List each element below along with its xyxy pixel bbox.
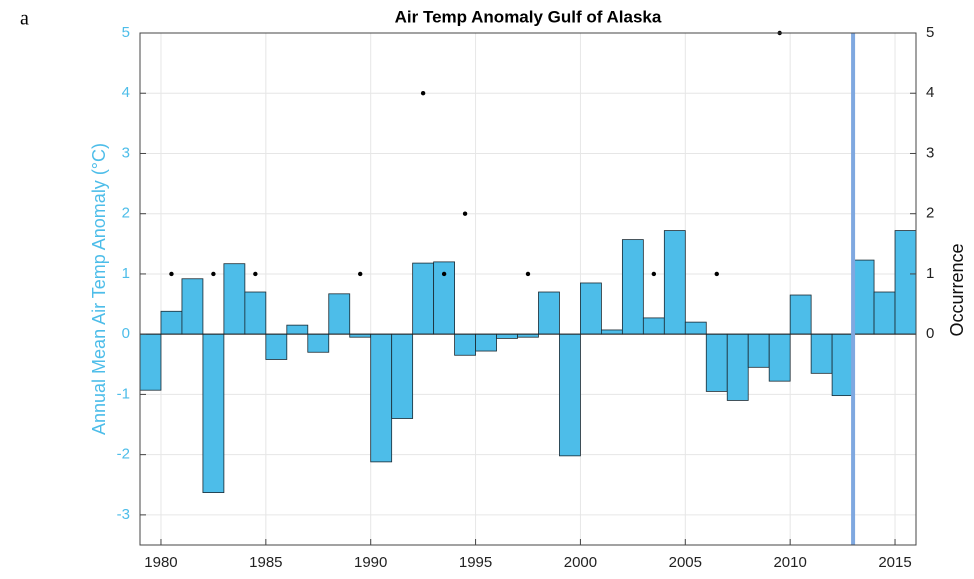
bar (286, 324, 309, 335)
bar (139, 333, 162, 391)
occurrence-dot (714, 271, 719, 277)
x-tick-label: 1985 (249, 554, 282, 571)
y2-tick-label: 3 (926, 144, 934, 161)
occurrence-dot (651, 271, 657, 277)
bar (663, 230, 686, 335)
panel-label: a (20, 8, 29, 30)
bar (789, 294, 812, 335)
bar (684, 321, 707, 335)
bar (370, 333, 393, 463)
bar (328, 293, 351, 335)
occurrence-dot (358, 271, 363, 277)
x-tick-label: 1990 (354, 554, 387, 571)
occurrence-dot (253, 271, 258, 277)
bar (475, 333, 497, 352)
bar (810, 333, 833, 374)
bar (747, 333, 770, 368)
bar (601, 329, 623, 335)
bar (307, 333, 330, 353)
bar (496, 333, 518, 339)
bar (412, 262, 435, 335)
y2-tick-label: 5 (926, 24, 934, 41)
occurrence-dot (525, 271, 531, 277)
bar (160, 310, 183, 335)
bar (538, 291, 560, 335)
bar (202, 333, 225, 493)
x-tick-label: 1995 (459, 554, 492, 571)
bar (873, 291, 896, 335)
bar (559, 333, 581, 457)
bar (621, 239, 644, 335)
y-tick-label: 1 (122, 265, 130, 282)
y2-tick-label: 0 (926, 325, 934, 342)
occurrence-dot (169, 271, 174, 277)
bar (831, 333, 854, 397)
bar (642, 317, 665, 335)
bar (223, 263, 246, 335)
y-tick-label: -2 (117, 446, 130, 463)
y-axis-label: Annual Mean Air Temp Anomaly (°C) (89, 143, 109, 435)
bar (181, 278, 204, 335)
occurrence-dot (441, 271, 447, 277)
occurrence-dot (420, 91, 426, 96)
bar (265, 333, 288, 360)
plot-frame (139, 32, 917, 546)
x-tick-label: 2000 (564, 554, 597, 571)
bar (768, 333, 791, 382)
bar (726, 333, 749, 401)
bar (580, 282, 602, 335)
occurrence-dot (211, 271, 216, 277)
y2-tick-label: 1 (926, 265, 934, 282)
bar (894, 230, 917, 335)
y-tick-label: -3 (117, 506, 130, 523)
y2-axis-label: Occurrence (947, 243, 967, 336)
bar (454, 333, 476, 356)
bar (244, 291, 267, 335)
y2-tick-label: 2 (926, 205, 934, 222)
bar (705, 333, 728, 392)
x-tick-label: 1980 (144, 554, 177, 571)
bar (852, 259, 875, 335)
bar (391, 333, 414, 419)
y2-tick-label: 4 (926, 84, 934, 101)
y-tick-label: -1 (117, 385, 130, 402)
y-tick-label: 0 (122, 325, 130, 342)
y-tick-label: 4 (122, 84, 130, 101)
x-tick-label: 2015 (878, 554, 911, 571)
x-tick-label: 2010 (773, 554, 806, 571)
occurrence-dot (462, 211, 468, 216)
y-tick-label: 3 (122, 144, 130, 161)
chart-title: Air Temp Anomaly Gulf of Alaska (395, 7, 662, 26)
y-tick-label: 5 (122, 24, 130, 41)
x-tick-label: 2005 (669, 554, 702, 571)
y-tick-label: 2 (122, 205, 130, 222)
